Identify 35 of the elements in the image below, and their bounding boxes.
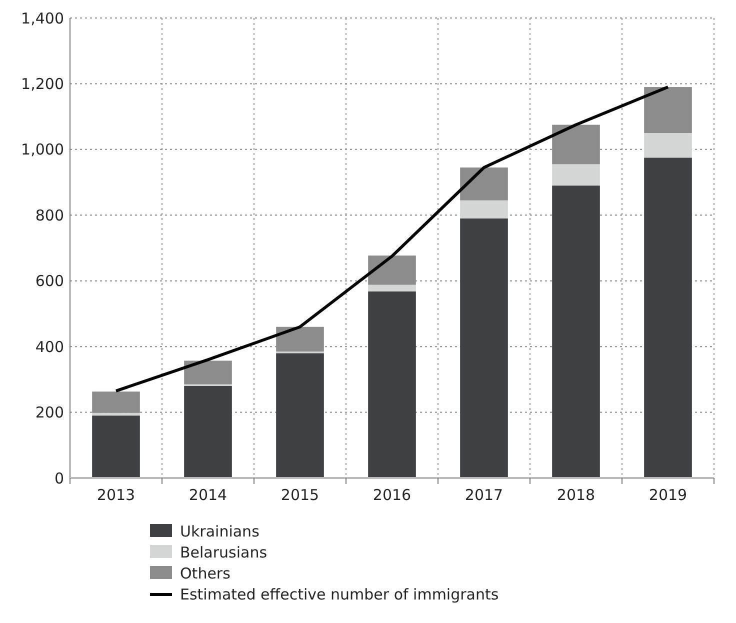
legend-label: Estimated effective number of immigrants xyxy=(180,585,499,604)
bar xyxy=(92,416,140,478)
bar xyxy=(460,218,508,478)
y-tick-label: 1,200 xyxy=(21,74,64,93)
legend-label: Belarusians xyxy=(180,543,268,562)
y-tick-label: 200 xyxy=(35,404,64,422)
bar xyxy=(460,168,508,200)
x-tick-label: 2013 xyxy=(96,486,136,504)
y-tick-label: 1,400 xyxy=(21,9,64,28)
x-tick-label: 2016 xyxy=(372,486,412,504)
y-tick-label: 1,000 xyxy=(21,140,64,159)
x-tick-label: 2019 xyxy=(648,486,688,504)
bar xyxy=(644,158,692,478)
x-tick-label: 2017 xyxy=(464,486,504,504)
bar xyxy=(184,360,232,384)
x-tick-label: 2014 xyxy=(188,486,228,504)
bar xyxy=(92,412,140,416)
y-tick-label: 400 xyxy=(35,338,64,356)
bar xyxy=(644,133,692,158)
y-tick-label: 800 xyxy=(35,206,64,224)
legend-label: Others xyxy=(180,564,231,582)
y-tick-label: 600 xyxy=(35,272,64,290)
x-tick-label: 2015 xyxy=(280,486,320,504)
bar xyxy=(184,386,232,478)
bar xyxy=(552,186,600,478)
x-tick-label: 2018 xyxy=(556,486,596,504)
bar xyxy=(552,164,600,186)
bar xyxy=(644,87,692,133)
line-series xyxy=(114,86,670,392)
bar xyxy=(368,291,416,478)
bar xyxy=(368,284,416,292)
y-tick-label: 0 xyxy=(54,469,64,488)
bar xyxy=(276,353,324,478)
legend-label: Ukrainians xyxy=(180,522,260,540)
bar xyxy=(460,200,508,218)
